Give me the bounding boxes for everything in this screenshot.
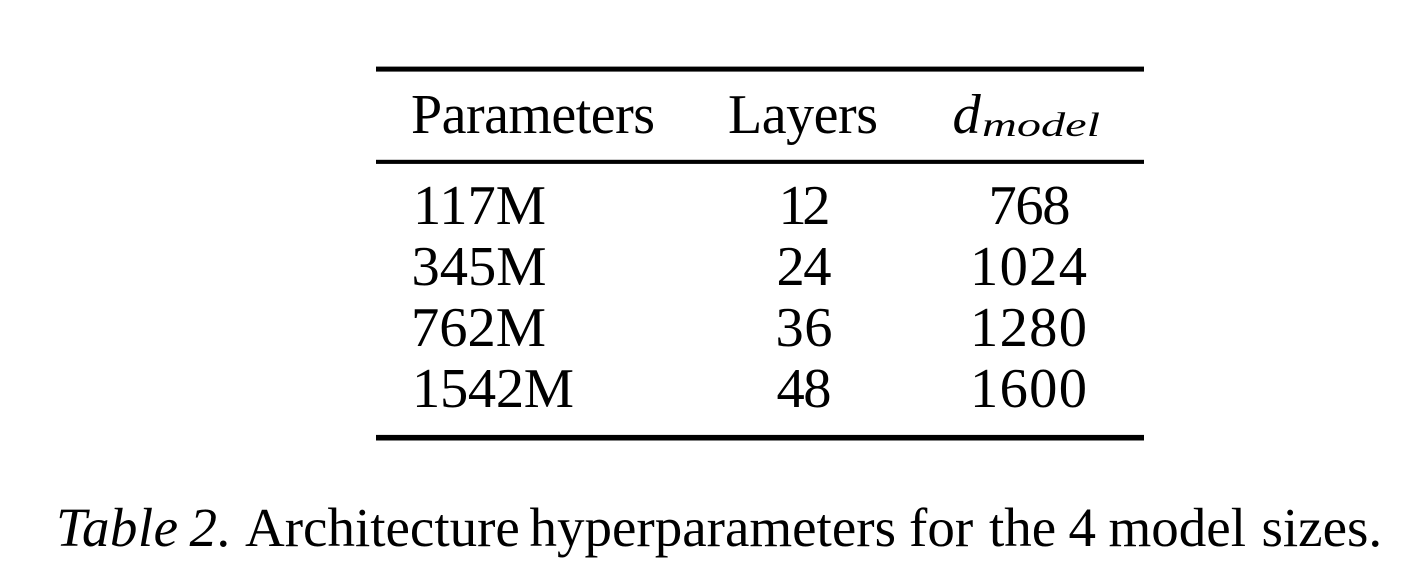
svg-text:model: model xyxy=(982,107,1100,144)
svg-text:36: 36 xyxy=(776,297,833,359)
svg-text:Architecture: Architecture xyxy=(245,497,520,558)
svg-text:1024: 1024 xyxy=(970,236,1087,298)
svg-text:the: the xyxy=(989,497,1056,558)
svg-text:117M: 117M xyxy=(413,175,546,237)
svg-text:762M: 762M xyxy=(411,297,546,359)
svg-text:24: 24 xyxy=(777,236,832,298)
svg-text:1280: 1280 xyxy=(970,297,1087,359)
svg-text:1542M: 1542M xyxy=(412,358,574,420)
svg-text:12: 12 xyxy=(779,175,831,237)
svg-text:768: 768 xyxy=(989,175,1071,237)
svg-text:1600: 1600 xyxy=(970,358,1087,420)
svg-text:for: for xyxy=(909,497,973,558)
svg-text:2.: 2. xyxy=(190,497,232,558)
svg-text:model: model xyxy=(1109,497,1246,558)
svg-text:345M: 345M xyxy=(412,236,547,298)
svg-text:hyperparameters: hyperparameters xyxy=(530,497,896,558)
svg-text:sizes.: sizes. xyxy=(1262,497,1383,558)
svg-text:4: 4 xyxy=(1069,497,1097,558)
svg-text:48: 48 xyxy=(777,358,832,420)
svg-text:d: d xyxy=(953,84,982,146)
svg-text:Table: Table xyxy=(56,497,178,558)
svg-text:Layers: Layers xyxy=(728,84,878,146)
svg-text:Parameters: Parameters xyxy=(411,84,655,146)
